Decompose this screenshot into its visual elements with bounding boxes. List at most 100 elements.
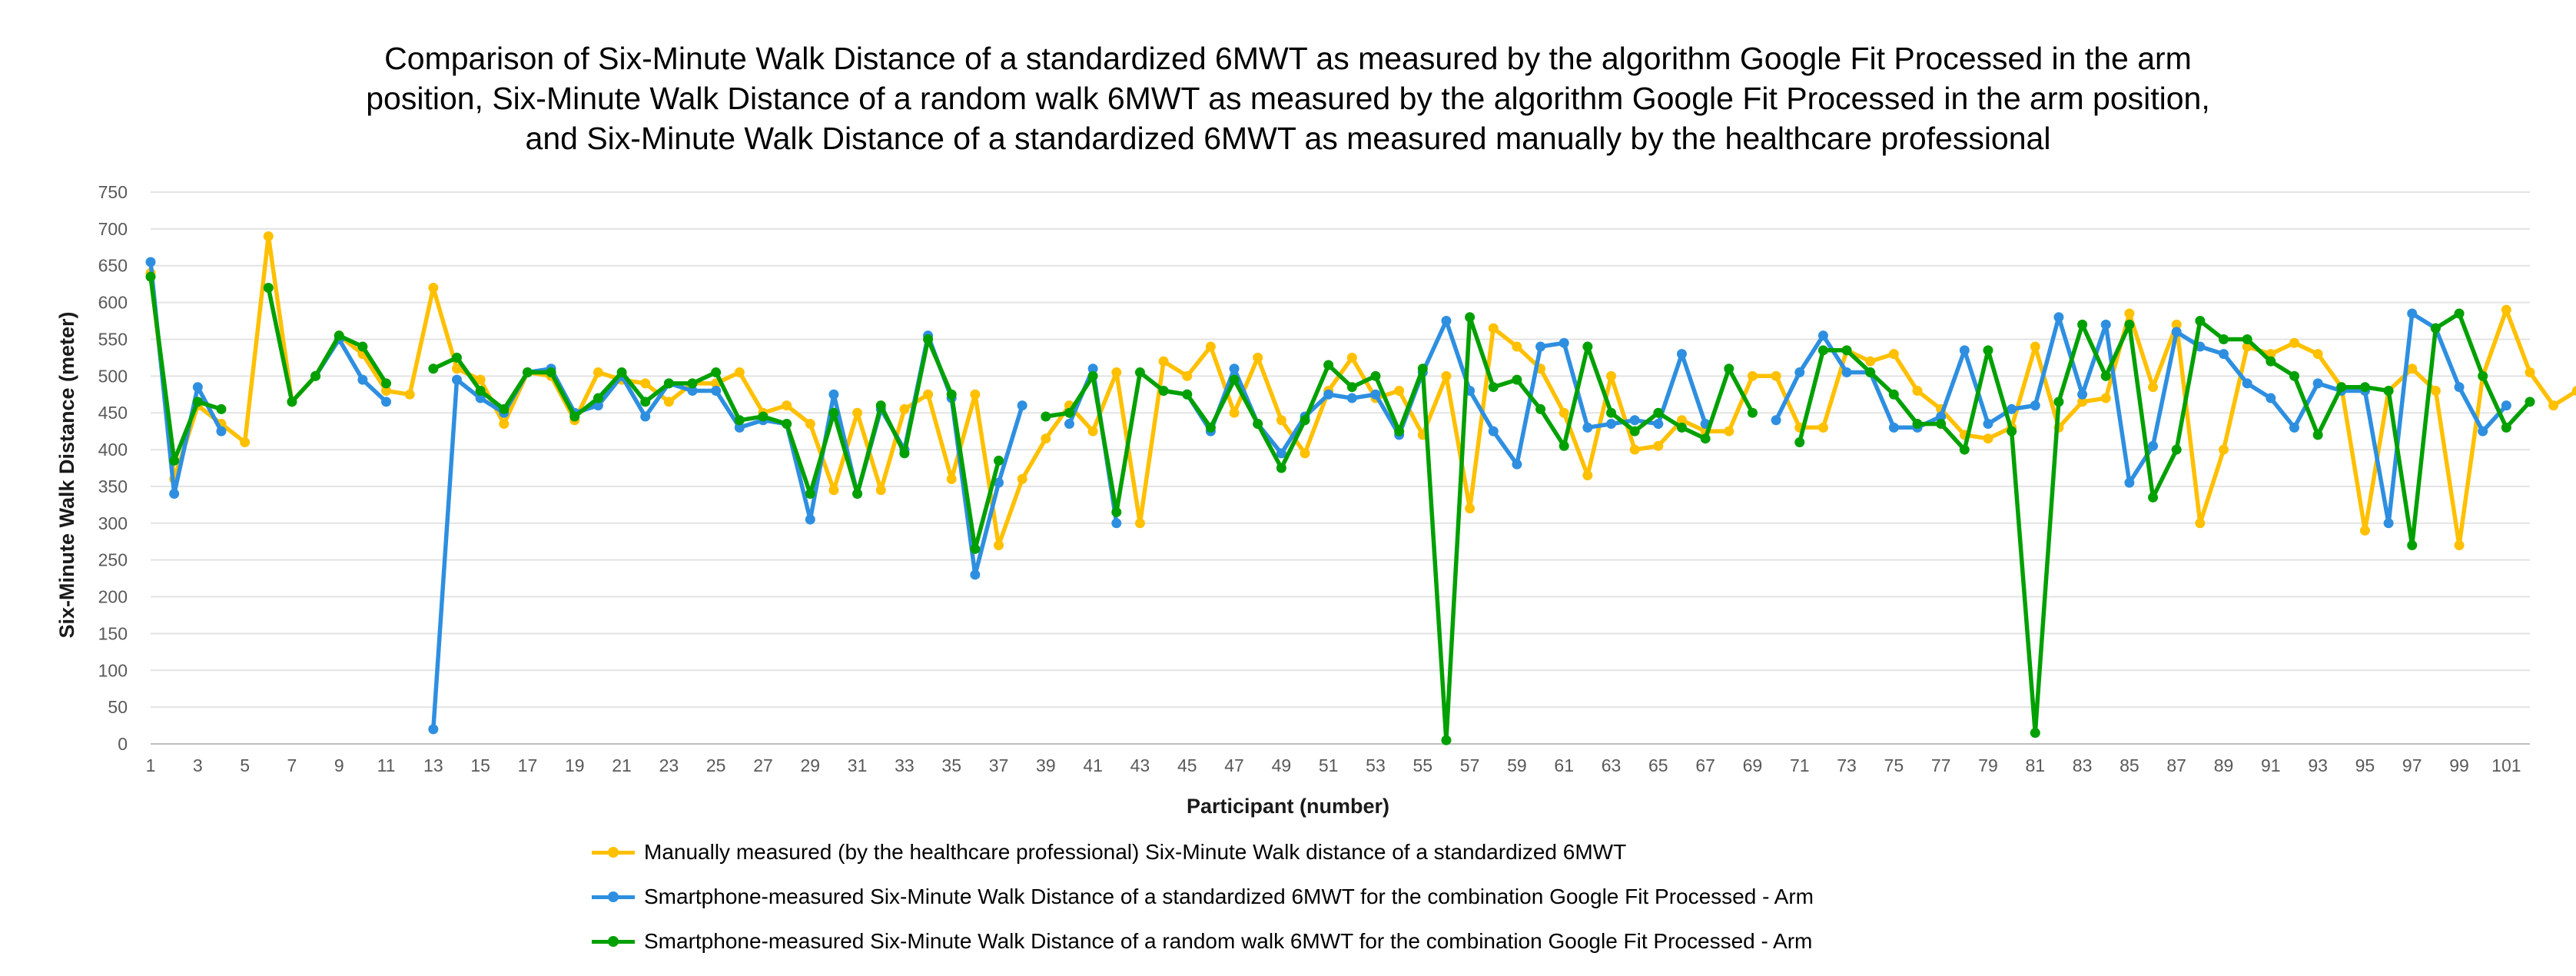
data-point — [1606, 407, 1617, 418]
y-tick-label: 400 — [98, 440, 128, 460]
data-point — [1441, 735, 1452, 745]
data-point — [640, 397, 651, 407]
data-point — [428, 364, 439, 374]
data-point — [1629, 426, 1640, 437]
data-point — [711, 385, 722, 396]
data-point — [923, 389, 934, 400]
series-line-segment — [1044, 314, 1755, 742]
data-point — [216, 426, 227, 437]
data-point — [1559, 440, 1569, 451]
data-point — [970, 543, 981, 554]
series-3 — [145, 271, 2535, 745]
y-tick-label: 650 — [98, 256, 128, 276]
data-point — [2124, 308, 2135, 319]
data-point — [1747, 407, 1758, 418]
data-point — [2407, 308, 2418, 319]
data-point — [2077, 319, 2088, 330]
data-point — [734, 422, 745, 433]
data-point — [1017, 400, 1027, 411]
data-point — [2219, 349, 2229, 360]
x-tick-label: 85 — [2120, 755, 2139, 775]
data-point — [2124, 319, 2135, 330]
legend-label-standardized: Smartphone-measured Six-Minute Walk Dist… — [644, 885, 1814, 908]
data-point — [852, 407, 863, 418]
data-point — [1936, 411, 1947, 422]
data-point — [1064, 419, 1074, 430]
data-point — [2525, 397, 2535, 407]
data-point — [2289, 422, 2299, 433]
data-point — [782, 419, 792, 430]
data-point — [640, 411, 651, 422]
x-tick-label: 13 — [423, 755, 443, 775]
data-point — [1276, 448, 1286, 459]
data-point — [2548, 400, 2559, 411]
x-tick-label: 5 — [240, 755, 250, 775]
data-point — [2407, 540, 2418, 551]
data-point — [499, 403, 510, 414]
legend-label-random: Smartphone-measured Six-Minute Walk Dist… — [644, 929, 1813, 953]
data-point — [1817, 345, 1828, 356]
data-point — [1158, 385, 1169, 396]
y-tick-label: 300 — [98, 513, 128, 533]
x-tick-label: 63 — [1602, 755, 1622, 775]
data-point — [805, 419, 815, 430]
data-point — [1300, 448, 1310, 459]
data-point — [2053, 312, 2064, 323]
x-tick-label: 11 — [377, 755, 396, 775]
chart-title: Comparison of Six-Minute Walk Distance o… — [0, 38, 2576, 158]
data-point — [1253, 352, 1263, 363]
data-point — [1488, 323, 1499, 334]
x-tick-label: 21 — [612, 755, 632, 775]
data-point — [1983, 433, 1993, 444]
data-point — [1841, 367, 1852, 378]
data-point — [2242, 334, 2252, 344]
data-point — [2171, 444, 2182, 455]
x-tick-label: 51 — [1319, 755, 1339, 775]
data-point — [1111, 367, 1122, 378]
x-tick-label: 3 — [193, 755, 203, 775]
x-tick-label: 83 — [2073, 755, 2093, 775]
data-point — [2383, 385, 2394, 396]
data-point — [475, 385, 486, 396]
data-point — [1229, 407, 1240, 418]
x-tick-label: 99 — [2449, 755, 2469, 775]
axes: 0 50 100 150 200 250 300 350 400 450 500 550 600 650 7… — [98, 182, 2521, 775]
data-point — [946, 473, 957, 484]
data-point — [1724, 364, 1734, 374]
data-point — [2407, 364, 2418, 374]
data-point — [2312, 430, 2323, 440]
y-tick-label: 550 — [98, 329, 128, 349]
data-point — [263, 282, 274, 293]
data-point — [828, 389, 839, 400]
data-point — [1087, 370, 1098, 381]
data-point — [2571, 386, 2576, 396]
data-point — [1182, 370, 1193, 381]
data-point — [994, 540, 1004, 551]
data-point — [216, 403, 227, 414]
series-line-segment — [1161, 318, 1708, 466]
data-point — [1888, 389, 1899, 400]
legend-item-random: Smartphone-measured Six-Minute Walk Dist… — [592, 919, 1814, 964]
data-point — [1653, 440, 1664, 451]
data-point — [1888, 349, 1899, 360]
data-point — [1512, 374, 1522, 385]
data-point — [1300, 415, 1310, 426]
data-point — [2242, 378, 2252, 389]
data-point — [1676, 422, 1687, 433]
chart-title-line-3: and Six-Minute Walk Distance of a standa… — [525, 121, 2051, 156]
data-point — [2148, 382, 2159, 393]
data-point — [970, 389, 981, 400]
data-point — [1700, 433, 1711, 444]
data-point — [1370, 389, 1381, 400]
data-point — [546, 367, 556, 378]
x-tick-label: 27 — [753, 755, 773, 775]
chart-title-line-2: position, Six-Minute Walk Distance of a … — [366, 81, 2210, 116]
x-tick-label: 101 — [2491, 755, 2521, 775]
x-tick-label: 55 — [1412, 755, 1432, 775]
data-point — [428, 282, 439, 293]
legend-swatch-standardized — [592, 891, 635, 902]
data-point — [1888, 422, 1899, 433]
data-point — [192, 397, 203, 407]
x-tick-label: 73 — [1837, 755, 1857, 775]
data-point — [381, 378, 392, 389]
